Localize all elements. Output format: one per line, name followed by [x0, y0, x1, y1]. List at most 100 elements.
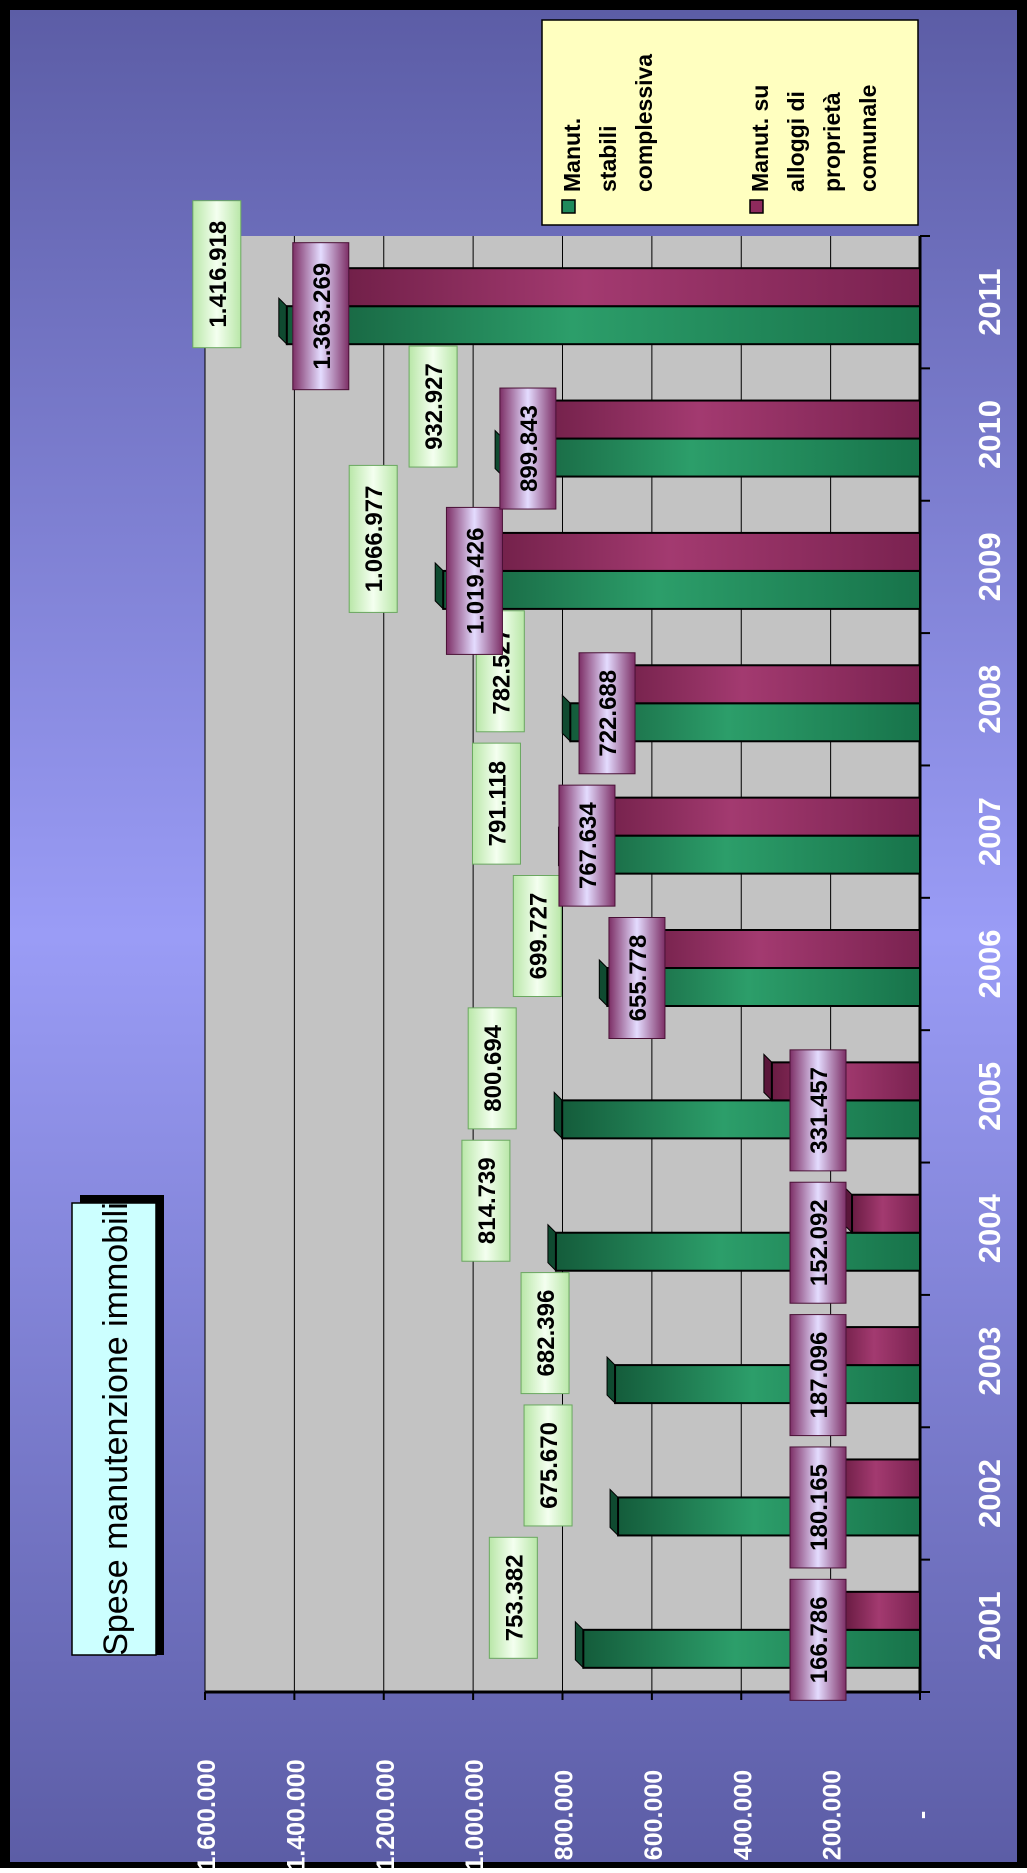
legend-text-line: Manut. — [559, 118, 585, 192]
category-label: 2009 — [972, 532, 1007, 601]
data-label-text: 699.727 — [525, 893, 552, 980]
data-label-box — [488, 1536, 538, 1659]
bar-alloggi-2010 — [516, 399, 921, 440]
bar-cap — [574, 1620, 584, 1670]
bar-stabili-2002 — [617, 1496, 922, 1537]
data-label-alloggi-2011: 1.363.269 — [292, 242, 350, 391]
category-label: 2010 — [972, 400, 1007, 469]
legend-box — [541, 19, 919, 226]
data-label-text: 682.396 — [533, 1290, 560, 1377]
bar-stabili-2005 — [561, 1099, 921, 1140]
data-label-box — [789, 1181, 847, 1304]
category-label: 2004 — [972, 1193, 1007, 1263]
bar-stabili-2004 — [554, 1231, 921, 1272]
data-label-text: 899.843 — [516, 405, 543, 492]
bar-cap — [763, 1053, 773, 1102]
data-label-stabili-2007: 791.118 — [471, 742, 521, 865]
chart-title: Spese manutenzione immobili — [97, 1202, 135, 1656]
data-label-box — [292, 242, 350, 391]
data-label-text: 166.786 — [806, 1596, 833, 1683]
data-label-box — [499, 387, 557, 510]
category-label: 2003 — [972, 1327, 1007, 1396]
bar-cap — [561, 694, 571, 743]
bar-alloggi-2007 — [575, 796, 921, 837]
category-label: 2005 — [972, 1062, 1007, 1131]
data-label-stabili-2004: 814.739 — [461, 1139, 511, 1262]
data-label-alloggi-2002: 180.165 — [789, 1446, 847, 1569]
bar-stabili-2010 — [502, 437, 921, 478]
data-label-box — [578, 652, 636, 775]
data-label-stabili-2009: 1.066.977 — [348, 464, 398, 613]
data-label-text: 932.927 — [421, 363, 448, 450]
bar-cap — [606, 1355, 616, 1405]
bar-stabili-2001 — [582, 1628, 921, 1669]
legend-text-line: complessiva — [631, 54, 657, 192]
title-background — [71, 1202, 157, 1656]
data-label-text: 791.118 — [484, 761, 511, 846]
data-label-box — [789, 1446, 847, 1569]
category-label: 2002 — [972, 1459, 1007, 1528]
data-label-box — [461, 1139, 511, 1262]
data-label-stabili-2001: 753.382 — [488, 1536, 538, 1659]
data-label-text: 331.457 — [806, 1067, 833, 1154]
data-label-text: 187.096 — [806, 1332, 833, 1419]
data-label-alloggi-2007: 767.634 — [558, 784, 616, 907]
legend-text-line: alloggi di — [783, 91, 809, 192]
data-label-text: 655.778 — [625, 935, 652, 1022]
data-label-text: 1.019.426 — [462, 528, 489, 635]
data-label-text: 1.066.977 — [361, 486, 388, 593]
data-label-box — [348, 464, 398, 613]
category-label: 2006 — [972, 930, 1007, 999]
data-label-text: 814.739 — [474, 1157, 501, 1244]
value-tick-label: 400.000 — [729, 1770, 757, 1860]
data-label-alloggi-2003: 187.096 — [789, 1314, 847, 1437]
data-label-box — [408, 345, 458, 468]
bar-cap — [609, 1488, 619, 1537]
value-tick-label: 200.000 — [819, 1770, 847, 1860]
bar-stabili-2007 — [565, 834, 921, 875]
data-label-box — [471, 742, 521, 865]
chart-title-box: Spese manutenzione immobili — [71, 1195, 164, 1656]
legend-swatch-stabili — [561, 199, 576, 214]
bar-stabili-2003 — [614, 1364, 921, 1405]
data-label-text: 152.092 — [806, 1199, 833, 1286]
legend: Manut. stabili complessiva Manut. su alloggi… — [541, 19, 919, 226]
data-label-box — [512, 875, 562, 997]
bar-alloggi-2006 — [625, 929, 921, 969]
value-tick-label: 1.600.000 — [193, 1759, 221, 1868]
bar-cap — [553, 1091, 563, 1140]
bar-stabili-2009 — [442, 569, 921, 610]
data-label-stabili-2006: 699.727 — [512, 875, 562, 997]
value-tick-label: 1.000.000 — [461, 1759, 489, 1868]
data-label-box — [608, 917, 666, 1039]
legend-text-line: Manut. su — [747, 85, 773, 192]
data-label-box — [789, 1049, 847, 1172]
bar-alloggi-2001 — [844, 1590, 922, 1631]
bar-alloggi-2002 — [838, 1458, 922, 1499]
value-tick-label: - — [908, 1811, 936, 1819]
bar-cap — [547, 1223, 557, 1272]
legend-swatch-alloggi — [749, 199, 764, 214]
bar-cap — [278, 296, 288, 346]
data-label-text: 800.694 — [480, 1024, 507, 1111]
data-label-text: 675.670 — [536, 1422, 563, 1509]
data-label-text: 180.165 — [806, 1464, 833, 1551]
data-label-box — [445, 506, 503, 655]
data-label-box — [520, 1272, 570, 1395]
data-label-text: 767.634 — [575, 802, 602, 889]
data-label-box — [192, 200, 242, 349]
data-label-alloggi-2001: 166.786 — [789, 1578, 847, 1701]
legend-text-line: comunale — [855, 85, 881, 192]
data-label-box — [558, 784, 616, 907]
data-label-alloggi-2004: 152.092 — [789, 1181, 847, 1304]
legend-text-line: stabili — [595, 126, 621, 192]
data-label-stabili-2010: 932.927 — [408, 345, 458, 468]
category-label: 2007 — [972, 797, 1007, 866]
data-label-box — [467, 1007, 517, 1130]
category-label: 2001 — [972, 1591, 1007, 1660]
bar-cap — [434, 561, 444, 611]
value-tick-label: 1.400.000 — [282, 1759, 310, 1868]
bar-alloggi-2008 — [596, 664, 922, 705]
data-label-box — [789, 1578, 847, 1701]
